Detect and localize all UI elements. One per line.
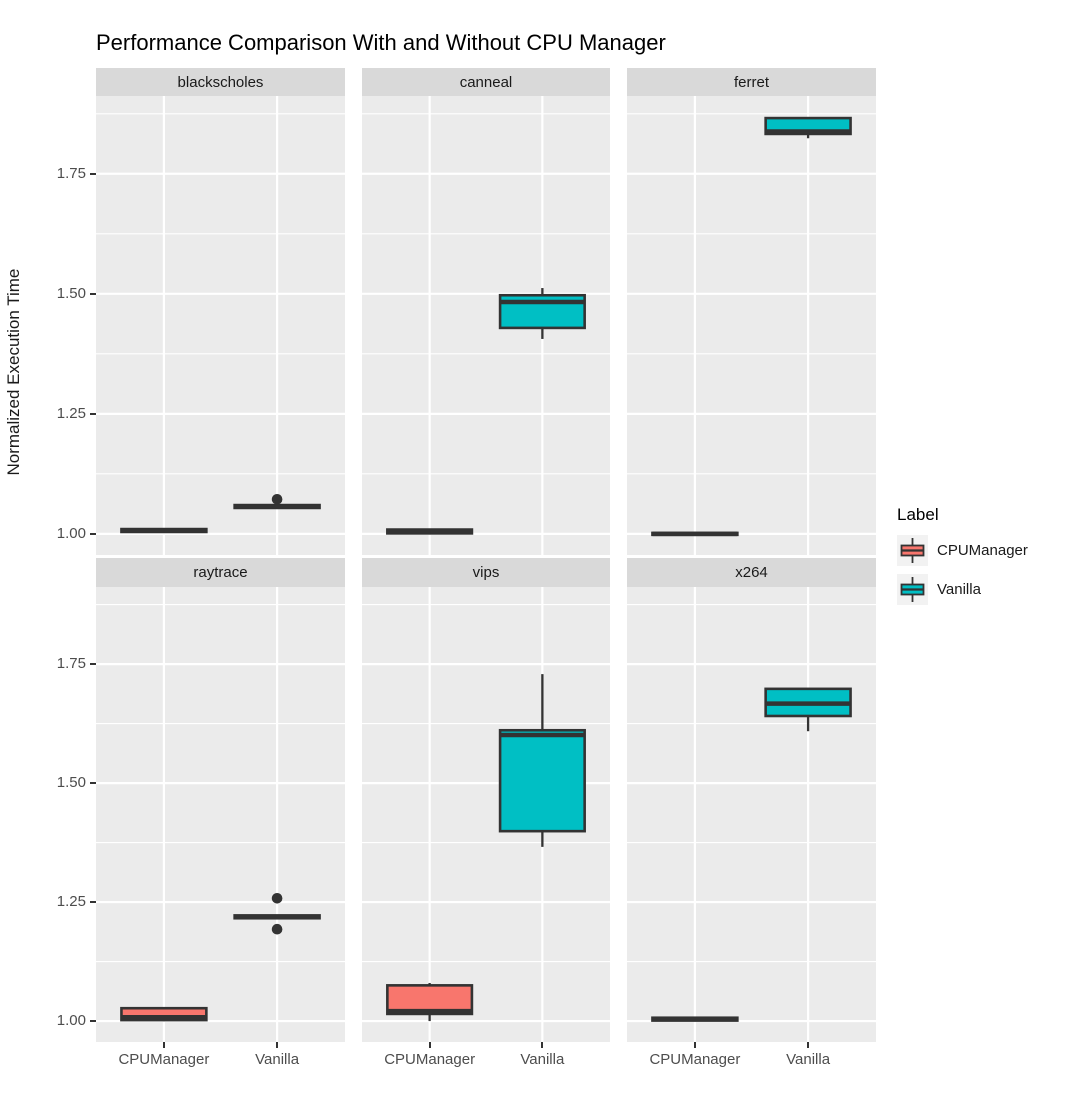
y-tick-label: 1.25 — [56, 404, 86, 422]
y-tick-mark — [90, 292, 96, 295]
x-tick-mark — [276, 1042, 279, 1048]
y-tick-label: 1.75 — [56, 655, 86, 673]
legend-key-boxplot-icon — [897, 535, 928, 566]
x-tick-mark — [693, 1042, 696, 1048]
facet-strip-label: blackscholes — [177, 73, 264, 91]
legend-label: CPUManager — [937, 542, 1028, 559]
x-tick-mark — [807, 1042, 810, 1048]
outlier-point — [271, 892, 283, 904]
x-tick-label: Vanilla — [520, 1051, 565, 1068]
facet-panel-ferret — [627, 96, 876, 555]
boxplot-raytrace-Vanilla — [233, 892, 321, 935]
facet-panel-vips — [362, 587, 610, 1042]
gridlines — [96, 587, 345, 1042]
boxplot-x264-CPUManager — [651, 1016, 739, 1022]
boxplot-raytrace-CPUManager — [120, 1006, 208, 1022]
facet-strip-canneal: canneal — [362, 68, 610, 96]
y-tick-mark — [90, 1020, 96, 1023]
boxplot-blackscholes-CPUManager — [120, 527, 208, 534]
y-tick-label: 1.50 — [56, 284, 86, 302]
legend-items: CPUManager Vanilla — [890, 535, 1028, 605]
y-tick-mark — [90, 532, 96, 535]
boxplot-ferret-Vanilla — [764, 116, 852, 139]
y-tick-mark — [90, 663, 96, 666]
gridlines — [627, 587, 876, 1042]
panel-background — [96, 587, 345, 1042]
y-tick-label: 1.00 — [56, 1012, 86, 1030]
boxplot-ferret-CPUManager — [651, 531, 739, 537]
legend-key-boxplot-icon — [897, 574, 928, 605]
panel-background — [96, 96, 345, 555]
y-tick-label: 1.50 — [56, 774, 86, 792]
x-tick-label: Vanilla — [786, 1051, 831, 1068]
boxplot-blackscholes-Vanilla — [233, 494, 321, 510]
outlier-point — [271, 923, 283, 935]
facet-strip-x264: x264 — [627, 558, 876, 587]
legend-title: Label — [897, 505, 939, 524]
legend-item-Vanilla: Vanilla — [897, 574, 1028, 605]
x-tick-label: Vanilla — [255, 1051, 300, 1068]
chart-title: Performance Comparison With and Without … — [96, 30, 666, 55]
boxplot-canneal-Vanilla — [498, 288, 586, 339]
gridlines — [96, 96, 345, 555]
outlier-point — [271, 494, 283, 505]
facet-strip-label: canneal — [459, 73, 513, 91]
boxplot-vips-Vanilla — [498, 674, 586, 847]
y-tick-mark — [90, 782, 96, 785]
box-iqr — [498, 728, 586, 833]
facet-panel-blackscholes — [96, 96, 345, 555]
legend-item-CPUManager: CPUManager — [897, 535, 1028, 566]
x-tick-label: CPUManager — [118, 1051, 210, 1068]
facet-panel-raytrace — [96, 587, 345, 1042]
boxplot-vips-CPUManager — [386, 982, 474, 1022]
x-tick-label: CPUManager — [384, 1051, 476, 1068]
boxplot-canneal-CPUManager — [386, 528, 474, 535]
legend: Label CPUManager Vanilla — [890, 505, 1028, 613]
legend-label: Vanilla — [937, 581, 981, 598]
facet-panel-canneal — [362, 96, 610, 555]
panel-background — [627, 587, 876, 1042]
facet-strip-raytrace: raytrace — [96, 558, 345, 587]
facet-strip-ferret: ferret — [627, 68, 876, 96]
y-axis-title: Normalized Execution Time — [4, 268, 23, 476]
facet-strip-label: vips — [472, 564, 500, 581]
box-iqr — [120, 1006, 208, 1022]
boxplot-x264-Vanilla — [764, 687, 852, 732]
y-tick-mark — [90, 901, 96, 904]
y-tick-mark — [90, 172, 96, 175]
facet-strip-label: raytrace — [193, 564, 248, 581]
x-tick-mark — [428, 1042, 431, 1048]
facet-strip-blackscholes: blackscholes — [96, 68, 345, 96]
y-tick-mark — [90, 412, 96, 415]
facet-panel-x264 — [627, 587, 876, 1042]
y-tick-label: 1.75 — [56, 164, 86, 182]
x-tick-label: CPUManager — [649, 1051, 741, 1068]
facet-strip-vips: vips — [362, 558, 610, 587]
panel-background — [627, 96, 876, 555]
x-tick-mark — [541, 1042, 544, 1048]
y-tick-label: 1.00 — [56, 524, 86, 542]
y-tick-label: 1.25 — [56, 893, 86, 911]
facet-strip-label: x264 — [735, 564, 768, 581]
facet-strip-label: ferret — [733, 73, 769, 91]
x-tick-mark — [162, 1042, 165, 1048]
